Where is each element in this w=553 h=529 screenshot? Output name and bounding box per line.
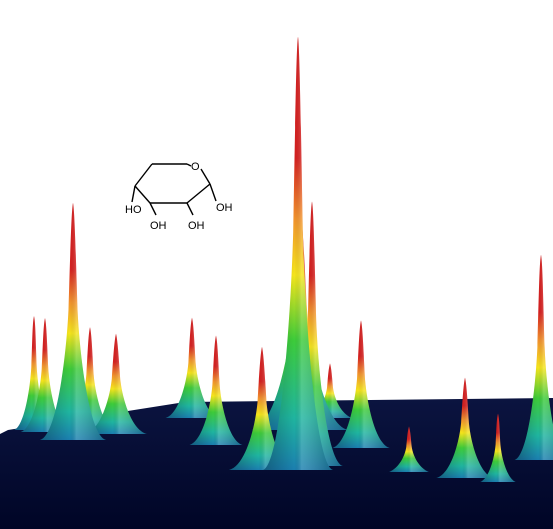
peak-shading [189,335,243,445]
peak-shading [480,413,516,482]
peak-shading [229,346,295,470]
peak [40,202,106,440]
peaks-group [14,36,553,482]
peak [281,201,343,466]
peak [20,318,70,432]
peak [332,320,390,448]
peak [14,316,54,430]
peak [308,363,352,418]
peak-shading [332,320,390,448]
peak-shading [514,254,553,460]
peak [189,335,243,445]
peak [85,333,147,434]
peak [436,377,494,478]
peak [63,327,117,432]
peak-shading [389,426,429,472]
ring-oxygen-label: O [191,161,200,173]
peak-shading [85,333,147,434]
peak [262,36,334,471]
peak [389,426,429,472]
peak-shading [20,318,70,432]
peak [229,346,295,470]
glucose-structure [131,163,217,216]
peak-shading [14,316,54,430]
peak [514,254,553,460]
peak [480,413,516,482]
peak [165,317,219,418]
peak-shading [436,377,494,478]
oh-label-bottom-right: OH [188,220,205,232]
peak-shading [281,201,343,466]
peak-shading [40,202,106,440]
peak-shading [165,317,219,418]
oh-label-bottom-left: OH [150,220,167,232]
peak-shading [262,36,334,471]
peak-shading [63,327,117,432]
oh-label-right: OH [216,202,233,214]
ho-label: HO [125,204,142,216]
peak-shading [308,363,352,418]
